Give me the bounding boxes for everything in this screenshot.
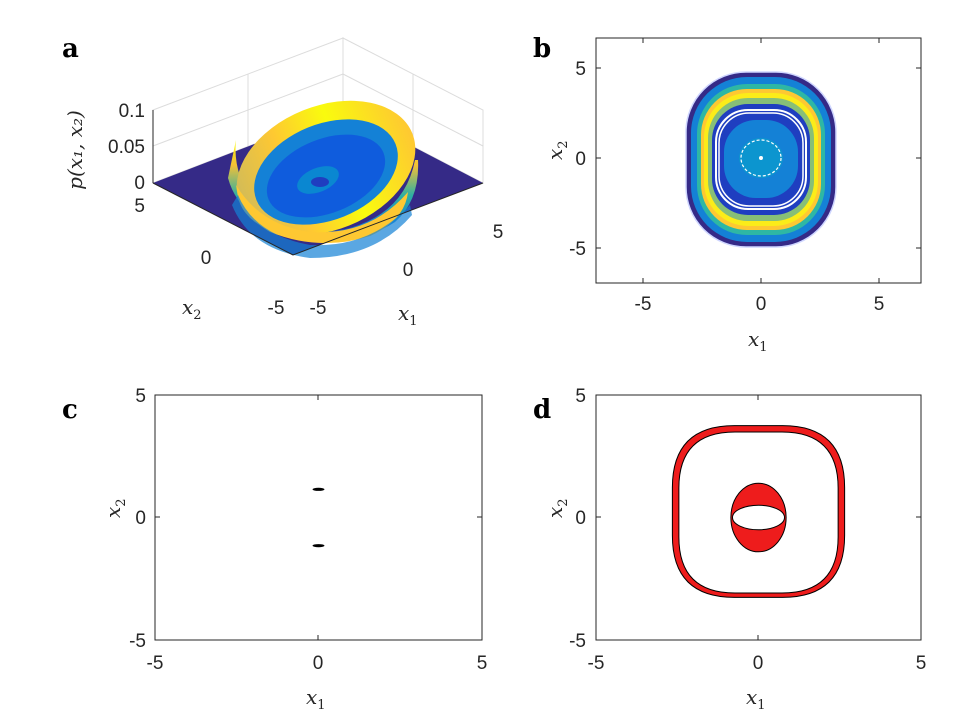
panel-b-y-tick-0: 0 [575, 149, 586, 170]
panel-d: -5 0 5 5 0 -5 x1 x2 [543, 386, 926, 713]
panel-a-x-tick-5: 5 [493, 222, 504, 243]
panel-c-xlabel-main: x [306, 685, 317, 709]
panel-a-xlabel-sub: 1 [409, 314, 417, 329]
panel-b-ring-inner-white2 [718, 112, 804, 207]
panel-a: 0.1 0.05 0 5 0 -5 -5 0 5 p(x₁, x₂) x2 x1 [63, 37, 504, 329]
panel-a-axes [152, 110, 484, 256]
panel-a-ring-front-base [232, 195, 412, 258]
panel-c-ylabel-sub: 2 [114, 498, 129, 506]
panel-c-points [312, 487, 325, 548]
panel-b-xlabel-main: x [748, 327, 759, 351]
panel-b-ring-inner-white [715, 109, 807, 210]
panel-a-ylabel-sub: 2 [193, 308, 201, 323]
panel-b-y-tick-5: 5 [575, 59, 586, 80]
panel-d-xlabel-main: x [746, 685, 757, 709]
panel-a-y-tick-5: 5 [134, 196, 145, 217]
panel-d-x-tick-minus5: -5 [588, 653, 605, 674]
panel-d-y-tick-0: 0 [575, 508, 586, 529]
panel-a-ring-front [236, 185, 408, 244]
panel-b: -5 0 5 5 0 -5 x1 x2 [543, 37, 922, 355]
panel-d-ylabel-sub: 2 [556, 498, 571, 506]
panel-c-ticks [154, 394, 483, 641]
panel-b-center-point [759, 156, 763, 160]
panel-a-center-dip [311, 177, 329, 187]
panel-a-zlabel: p(x₁, x₂) [63, 110, 87, 190]
panel-b-ylabel: x2 [543, 140, 571, 160]
panel-b-ticks [596, 38, 921, 283]
panel-b-ylabel-main: x [543, 149, 567, 160]
panel-c-x-tick-0: 0 [313, 653, 324, 674]
panel-c-x-tick-5: 5 [477, 653, 488, 674]
panel-a-y-tick-minus5: -5 [268, 298, 285, 319]
panel-b-x-tick-5: 5 [874, 294, 885, 315]
panel-c-point-0 [312, 487, 325, 491]
panel-a-z-tick-0.1: 0.1 [119, 101, 145, 122]
panel-a-xlabel: x1 [398, 301, 418, 329]
panel-c-y-tick-0: 0 [135, 508, 146, 529]
panel-a-xlabel-main: x [398, 301, 409, 325]
panel-a-ylabel: x2 [182, 295, 202, 323]
panel-letter-c: c [62, 395, 78, 425]
panel-c-axes-box [154, 394, 483, 641]
panel-b-xlabel-sub: 1 [759, 340, 767, 355]
panel-c-point-1 [312, 544, 325, 548]
panel-c-ylabel-main: x [101, 507, 125, 518]
panel-d-x-tick-5: 5 [916, 653, 927, 674]
panel-a-ylabel-main: x [182, 295, 193, 319]
panel-c: -5 0 5 5 0 -5 x1 x2 [101, 386, 487, 713]
panel-a-x-tick-minus5: -5 [310, 298, 327, 319]
panel-b-x-tick-0: 0 [756, 294, 767, 315]
panel-letter-b: b [533, 34, 551, 64]
panel-d-region-inner-ring [730, 482, 787, 553]
panel-c-y-tick-minus5: -5 [129, 631, 146, 652]
panel-a-z-tick-0.05: 0.05 [108, 137, 145, 158]
panel-a-z-tick-0: 0 [134, 173, 145, 194]
panel-c-xlabel: x1 [306, 685, 326, 713]
panel-d-xlabel: x1 [746, 685, 766, 713]
panel-d-ylabel-main: x [543, 507, 567, 518]
panel-c-x-tick-minus5: -5 [147, 653, 164, 674]
panel-d-region-outer-ring [671, 425, 846, 598]
panel-c-xlabel-sub: 1 [317, 698, 325, 713]
panel-letter-a: a [62, 34, 79, 64]
panel-d-y-tick-minus5: -5 [569, 631, 586, 652]
panel-a-x-tick-0: 0 [403, 260, 414, 281]
panel-letter-d: d [533, 395, 551, 425]
panel-d-regions [671, 425, 846, 598]
panel-d-ticks [595, 394, 922, 641]
panel-b-core-ring [740, 139, 782, 177]
panel-a-y-tick-0: 0 [201, 248, 212, 269]
panel-c-ylabel: x2 [101, 498, 129, 518]
panel-d-ylabel: x2 [543, 498, 571, 518]
panel-d-x-tick-0: 0 [753, 653, 764, 674]
panel-b-ylabel-sub: 2 [556, 140, 571, 148]
panel-c-y-tick-5: 5 [135, 386, 146, 407]
panel-b-xlabel: x1 [748, 327, 768, 355]
panel-d-y-tick-5: 5 [575, 386, 586, 407]
panel-b-x-tick-minus5: -5 [635, 294, 652, 315]
panel-d-axes-box [595, 394, 922, 641]
panel-b-y-tick-minus5: -5 [569, 239, 586, 260]
panel-d-xlabel-sub: 1 [757, 698, 765, 713]
